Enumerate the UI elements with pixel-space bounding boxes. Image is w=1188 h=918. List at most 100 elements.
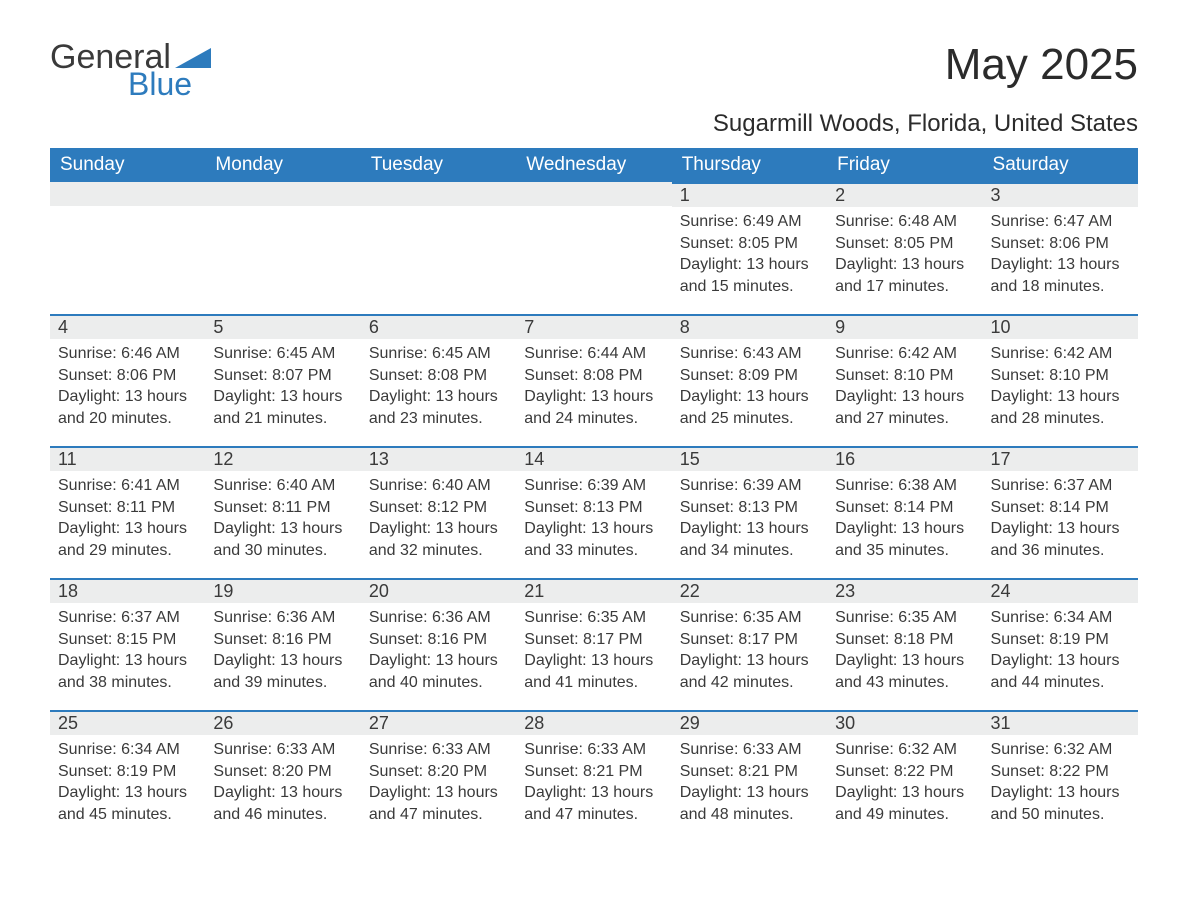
sunset-line: Sunset: 8:12 PM [369, 497, 508, 519]
day-cell: 14Sunrise: 6:39 AMSunset: 8:13 PMDayligh… [516, 446, 671, 578]
day-number: 12 [205, 446, 360, 471]
sunset-line: Sunset: 8:08 PM [369, 365, 508, 387]
daylight-line-2: and 23 minutes. [369, 408, 508, 430]
day-cell: 21Sunrise: 6:35 AMSunset: 8:17 PMDayligh… [516, 578, 671, 710]
sunset-line: Sunset: 8:17 PM [524, 629, 663, 651]
day-cell: 10Sunrise: 6:42 AMSunset: 8:10 PMDayligh… [983, 314, 1138, 446]
day-number: 23 [827, 578, 982, 603]
daylight-line-1: Daylight: 13 hours [680, 518, 819, 540]
day-cell: 28Sunrise: 6:33 AMSunset: 8:21 PMDayligh… [516, 710, 671, 842]
day-body: Sunrise: 6:40 AMSunset: 8:11 PMDaylight:… [205, 471, 360, 571]
daylight-line-2: and 46 minutes. [213, 804, 352, 826]
month-title: May 2025 [945, 40, 1138, 90]
day-body: Sunrise: 6:34 AMSunset: 8:19 PMDaylight:… [983, 603, 1138, 703]
sunrise-line: Sunrise: 6:34 AM [58, 739, 197, 761]
calendar-row: 4Sunrise: 6:46 AMSunset: 8:06 PMDaylight… [50, 314, 1138, 446]
day-number: 31 [983, 710, 1138, 735]
day-number: 21 [516, 578, 671, 603]
day-number: 5 [205, 314, 360, 339]
day-body: Sunrise: 6:37 AMSunset: 8:15 PMDaylight:… [50, 603, 205, 703]
daylight-line-1: Daylight: 13 hours [369, 386, 508, 408]
day-body: Sunrise: 6:36 AMSunset: 8:16 PMDaylight:… [361, 603, 516, 703]
day-cell: 16 Sunrise: 6:38 AMSunset: 8:14 PMDayligh… [827, 446, 982, 578]
day-cell: 25Sunrise: 6:34 AMSunset: 8:19 PMDayligh… [50, 710, 205, 842]
day-number: 9 [827, 314, 982, 339]
day-body: Sunrise: 6:46 AMSunset: 8:06 PMDaylight:… [50, 339, 205, 439]
dow-header-cell: Friday [827, 148, 982, 182]
day-body: Sunrise: 6:39 AMSunset: 8:13 PMDaylight:… [672, 471, 827, 571]
day-cell: 18Sunrise: 6:37 AMSunset: 8:15 PMDayligh… [50, 578, 205, 710]
daylight-line-2: and 24 minutes. [524, 408, 663, 430]
daylight-line-2: and 44 minutes. [991, 672, 1130, 694]
day-cell: 11Sunrise: 6:41 AMSunset: 8:11 PMDayligh… [50, 446, 205, 578]
day-cell: 19Sunrise: 6:36 AMSunset: 8:16 PMDayligh… [205, 578, 360, 710]
calendar-row: 11Sunrise: 6:41 AMSunset: 8:11 PMDayligh… [50, 446, 1138, 578]
day-body: Sunrise: 6:42 AMSunset: 8:10 PMDaylight:… [827, 339, 982, 439]
day-body: Sunrise: 6:48 AMSunset: 8:05 PMDaylight:… [827, 207, 982, 307]
day-number: 16 [827, 446, 982, 471]
daylight-line-1: Daylight: 13 hours [213, 650, 352, 672]
daylight-line-2: and 21 minutes. [213, 408, 352, 430]
day-cell [205, 182, 360, 314]
sunset-line: Sunset: 8:14 PM [835, 497, 974, 519]
sunrise-line: Sunrise: 6:38 AM [835, 475, 974, 497]
daylight-line-2: and 33 minutes. [524, 540, 663, 562]
dow-header-cell: Monday [205, 148, 360, 182]
daylight-line-2: and 34 minutes. [680, 540, 819, 562]
day-body: Sunrise: 6:47 AMSunset: 8:06 PMDaylight:… [983, 207, 1138, 307]
day-cell: 30Sunrise: 6:32 AMSunset: 8:22 PMDayligh… [827, 710, 982, 842]
day-cell: 4Sunrise: 6:46 AMSunset: 8:06 PMDaylight… [50, 314, 205, 446]
daylight-line-1: Daylight: 13 hours [835, 254, 974, 276]
sunrise-line: Sunrise: 6:33 AM [680, 739, 819, 761]
sunrise-line: Sunrise: 6:33 AM [213, 739, 352, 761]
empty-day-bar [516, 182, 671, 206]
sunset-line: Sunset: 8:11 PM [58, 497, 197, 519]
daylight-line-2: and 30 minutes. [213, 540, 352, 562]
day-number: 25 [50, 710, 205, 735]
sunset-line: Sunset: 8:20 PM [369, 761, 508, 783]
day-number: 27 [361, 710, 516, 735]
daylight-line-1: Daylight: 13 hours [213, 782, 352, 804]
day-cell: 7Sunrise: 6:44 AMSunset: 8:08 PMDaylight… [516, 314, 671, 446]
daylight-line-1: Daylight: 13 hours [58, 650, 197, 672]
dow-header-row: SundayMondayTuesdayWednesdayThursdayFrid… [50, 148, 1138, 182]
day-body: Sunrise: 6:45 AMSunset: 8:08 PMDaylight:… [361, 339, 516, 439]
daylight-line-1: Daylight: 13 hours [680, 386, 819, 408]
sunset-line: Sunset: 8:10 PM [835, 365, 974, 387]
daylight-line-1: Daylight: 13 hours [213, 386, 352, 408]
location-text: Sugarmill Woods, Florida, United States [50, 110, 1138, 138]
day-number: 14 [516, 446, 671, 471]
daylight-line-2: and 50 minutes. [991, 804, 1130, 826]
sunset-line: Sunset: 8:10 PM [991, 365, 1130, 387]
daylight-line-1: Daylight: 13 hours [835, 518, 974, 540]
sunrise-line: Sunrise: 6:45 AM [213, 343, 352, 365]
sunrise-line: Sunrise: 6:33 AM [524, 739, 663, 761]
daylight-line-2: and 47 minutes. [369, 804, 508, 826]
day-number: 30 [827, 710, 982, 735]
day-number: 8 [672, 314, 827, 339]
day-cell: 5Sunrise: 6:45 AMSunset: 8:07 PMDaylight… [205, 314, 360, 446]
day-cell: 20Sunrise: 6:36 AMSunset: 8:16 PMDayligh… [361, 578, 516, 710]
sunrise-line: Sunrise: 6:39 AM [524, 475, 663, 497]
dow-header-cell: Tuesday [361, 148, 516, 182]
day-number: 13 [361, 446, 516, 471]
daylight-line-1: Daylight: 13 hours [58, 782, 197, 804]
daylight-line-1: Daylight: 13 hours [680, 782, 819, 804]
daylight-line-2: and 40 minutes. [369, 672, 508, 694]
day-body: Sunrise: 6:33 AMSunset: 8:20 PMDaylight:… [361, 735, 516, 835]
day-body: Sunrise: 6:40 AMSunset: 8:12 PMDaylight:… [361, 471, 516, 571]
day-number: 2 [827, 182, 982, 207]
daylight-line-2: and 42 minutes. [680, 672, 819, 694]
daylight-line-1: Daylight: 13 hours [991, 782, 1130, 804]
sunset-line: Sunset: 8:08 PM [524, 365, 663, 387]
day-body: Sunrise: 6:41 AMSunset: 8:11 PMDaylight:… [50, 471, 205, 571]
sunrise-line: Sunrise: 6:42 AM [991, 343, 1130, 365]
sunrise-line: Sunrise: 6:47 AM [991, 211, 1130, 233]
day-body: Sunrise: 6:43 AMSunset: 8:09 PMDaylight:… [672, 339, 827, 439]
calendar-row: 18Sunrise: 6:37 AMSunset: 8:15 PMDayligh… [50, 578, 1138, 710]
sunrise-line: Sunrise: 6:46 AM [58, 343, 197, 365]
day-cell [361, 182, 516, 314]
brand-logo: General Blue [50, 40, 211, 100]
day-cell: 8Sunrise: 6:43 AMSunset: 8:09 PMDaylight… [672, 314, 827, 446]
sunrise-line: Sunrise: 6:40 AM [369, 475, 508, 497]
